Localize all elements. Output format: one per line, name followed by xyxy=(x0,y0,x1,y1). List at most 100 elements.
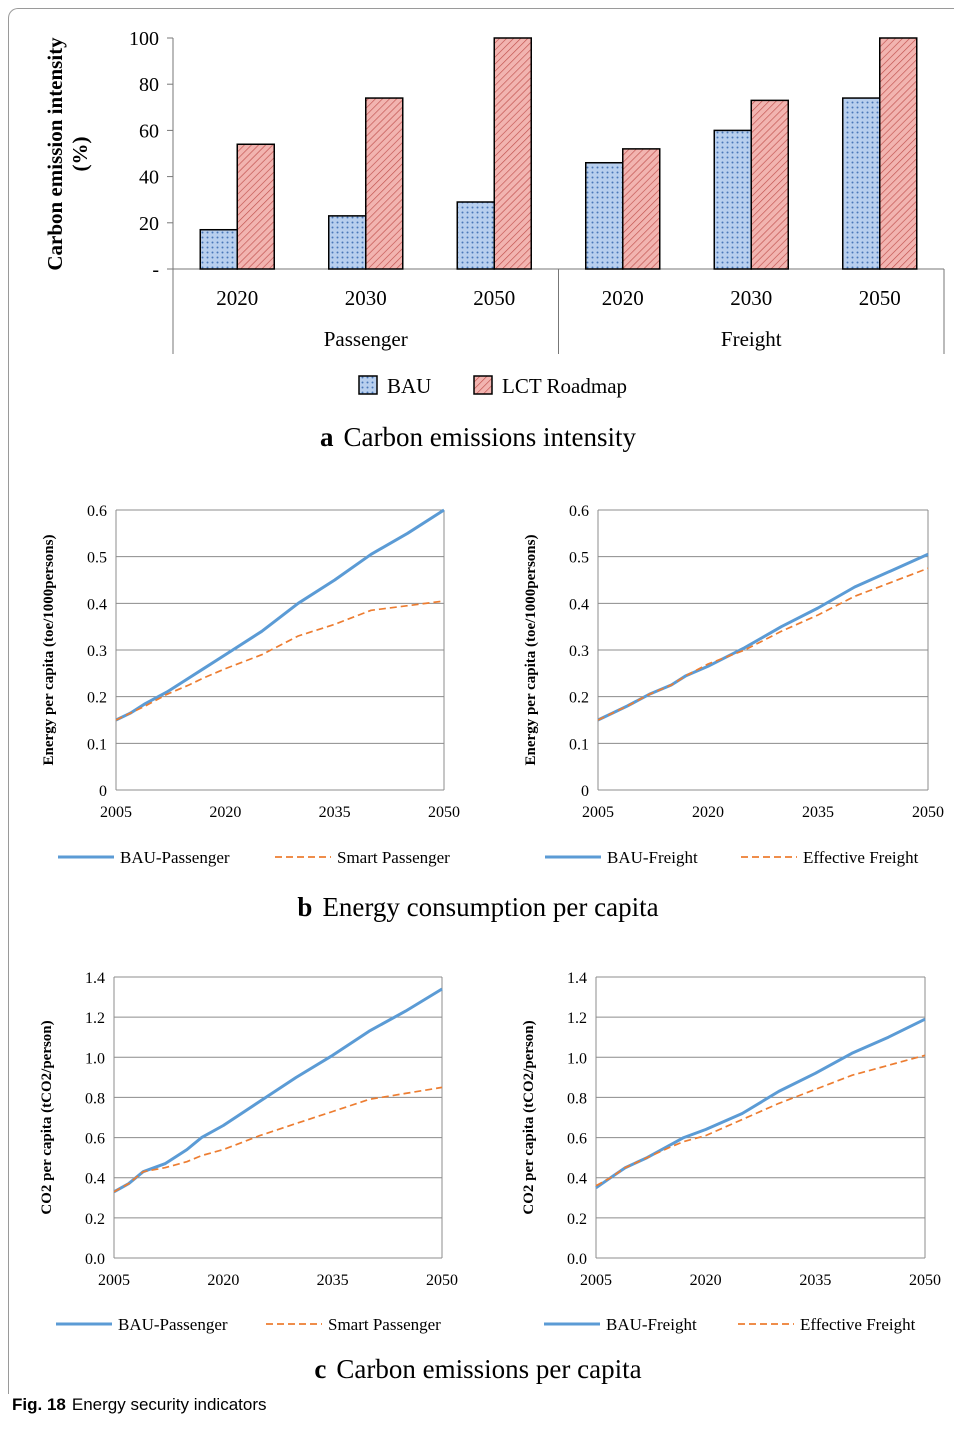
b1-y-tick-label: 0.6 xyxy=(87,503,107,520)
b1-y-tick-label: 0.3 xyxy=(87,643,107,660)
c1-y-tick-label: 1.4 xyxy=(85,970,105,987)
chart-a-bar: - 20 40 60 80 100 2020 2030 2050 2020 2030 2050 Pass… xyxy=(43,28,945,398)
y-axis-title: Carbon emission intensity(%) xyxy=(43,37,92,271)
c1-x-tick-label: 2005 xyxy=(98,1272,130,1289)
legend-swatch-bau xyxy=(358,375,378,395)
c2-x-tick-label: 2035 xyxy=(799,1272,831,1289)
c2-y-axis-title: CO2 per capita (tCO2/person) xyxy=(521,1020,537,1214)
b2-line-bau-freight xyxy=(597,552,929,722)
x-category-label: 2050 xyxy=(859,286,901,310)
c2-x-tick-label: 2050 xyxy=(909,1272,941,1289)
c2-y-tick-label: 0.8 xyxy=(567,1090,587,1107)
b2-y-tick-label: 0.4 xyxy=(569,596,589,613)
bar-bau xyxy=(842,97,881,270)
y-tick-label: 80 xyxy=(139,74,159,96)
bar-lct-roadmap xyxy=(493,37,532,270)
c2-y-tick-label: 0.0 xyxy=(567,1251,587,1268)
panel-a-letter: a xyxy=(320,422,334,452)
y-tick-label: - xyxy=(152,259,159,281)
bar-bau xyxy=(456,201,495,270)
bar-bau xyxy=(199,228,238,270)
y-tick-label: 60 xyxy=(139,120,159,142)
b1-y-tick-label: 0.1 xyxy=(87,736,107,753)
panel-b-caption: Energy consumption per capita xyxy=(322,892,659,922)
c1-y-tick-label: 0.2 xyxy=(85,1211,105,1228)
b2-line-effective-freight xyxy=(597,567,929,721)
x-category-label: 2020 xyxy=(602,286,644,310)
c1-line-bau-passenger xyxy=(113,987,443,1194)
c1-legend-label: BAU-Passenger xyxy=(118,1315,228,1334)
b1-x-tick-label: 2020 xyxy=(209,804,241,821)
b1-line-bau-passenger xyxy=(115,508,445,722)
b2-y-tick-label: 0.2 xyxy=(569,690,589,707)
b2-y-tick-label: 0.6 xyxy=(569,503,589,520)
b2-y-tick-label: 0.3 xyxy=(569,643,589,660)
c2-y-tick-label: 0.2 xyxy=(567,1211,587,1228)
c2-y-tick-label: 1.4 xyxy=(567,970,587,987)
x-category-label: 2030 xyxy=(345,286,387,310)
c2-x-tick-label: 2005 xyxy=(580,1272,612,1289)
bar-lct-roadmap xyxy=(750,99,789,270)
c2-x-tick-label: 2020 xyxy=(690,1272,722,1289)
c1-y-tick-label: 0.6 xyxy=(85,1131,105,1148)
bar-bau xyxy=(585,161,624,270)
b2-y-tick-label: 0 xyxy=(581,783,589,800)
legend-label: LCT Roadmap xyxy=(502,374,627,398)
b1-x-tick-label: 2005 xyxy=(100,804,132,821)
legend-label: BAU xyxy=(387,374,431,398)
figure-caption-text: Energy security indicators xyxy=(71,1395,267,1414)
figure-label: Fig. 18 xyxy=(12,1395,66,1414)
c1-y-axis-title: CO2 per capita (tCO2/person) xyxy=(39,1020,55,1214)
b1-y-tick-label: 0 xyxy=(99,783,107,800)
c2-line-bau-freight xyxy=(595,1017,926,1190)
b1-legend-label: Smart Passenger xyxy=(337,848,450,867)
c2-y-tick-label: 0.6 xyxy=(567,1131,587,1148)
c1-x-tick-label: 2035 xyxy=(317,1272,349,1289)
panel-a-caption: Carbon emissions intensity xyxy=(343,422,637,452)
c1-y-tick-label: 0.4 xyxy=(85,1171,105,1188)
b2-y-tick-label: 0.1 xyxy=(569,736,589,753)
bar-lct-roadmap xyxy=(622,148,661,270)
b2-legend-label: BAU-Freight xyxy=(607,848,698,867)
b1-y-tick-label: 0.4 xyxy=(87,596,107,613)
bar-bau xyxy=(328,215,367,270)
c2-y-tick-label: 0.4 xyxy=(567,1171,587,1188)
c1-y-tick-label: 1.2 xyxy=(85,1010,105,1027)
figure-caption: Fig. 18 Energy security indicators xyxy=(12,1395,267,1415)
y-tick-label: 100 xyxy=(129,28,159,50)
c2-legend-label: BAU-Freight xyxy=(606,1315,697,1334)
caption-panel-b: b Energy consumption per capita xyxy=(0,892,956,923)
panel-c-caption: Carbon emissions per capita xyxy=(336,1354,642,1384)
x-group-label: Freight xyxy=(721,327,782,351)
bar-bau xyxy=(713,129,752,270)
b1-y-axis-title: Energy per capita (toe/1000persons) xyxy=(41,535,57,766)
y-axis-title-unit: (%) xyxy=(68,137,92,172)
b1-legend-label: BAU-Passenger xyxy=(120,848,230,867)
c2-line-effective-freight xyxy=(595,1054,926,1187)
figure-frame xyxy=(8,8,954,1394)
b1-line-smart-passenger xyxy=(115,600,445,721)
b2-y-axis-title: Energy per capita (toe/1000persons) xyxy=(523,535,539,766)
bar-lct-roadmap xyxy=(236,143,275,270)
c2-y-tick-label: 1.0 xyxy=(567,1050,587,1067)
y-axis-title-line: Carbon emission intensity xyxy=(43,37,67,271)
caption-panel-a: a Carbon emissions intensity xyxy=(0,422,956,453)
b2-x-tick-label: 2005 xyxy=(582,804,614,821)
c1-y-tick-label: 0.8 xyxy=(85,1090,105,1107)
b1-x-tick-label: 2035 xyxy=(319,804,351,821)
c1-legend-label: Smart Passenger xyxy=(328,1315,441,1334)
b2-x-tick-label: 2020 xyxy=(692,804,724,821)
x-category-label: 2030 xyxy=(730,286,772,310)
legend-swatch-lct xyxy=(473,375,493,395)
b1-y-tick-label: 0.5 xyxy=(87,550,107,567)
c2-y-tick-label: 1.2 xyxy=(567,1010,587,1027)
b2-y-tick-label: 0.5 xyxy=(569,550,589,567)
b2-x-tick-label: 2050 xyxy=(912,804,944,821)
c1-x-tick-label: 2020 xyxy=(207,1272,239,1289)
b1-x-tick-label: 2050 xyxy=(428,804,460,821)
y-tick-label: 20 xyxy=(139,213,159,235)
panel-c-letter: c xyxy=(314,1354,327,1384)
c1-y-tick-label: 1.0 xyxy=(85,1050,105,1067)
caption-panel-c: c Carbon emissions per capita xyxy=(0,1354,956,1385)
panel-b-letter: b xyxy=(297,892,313,922)
